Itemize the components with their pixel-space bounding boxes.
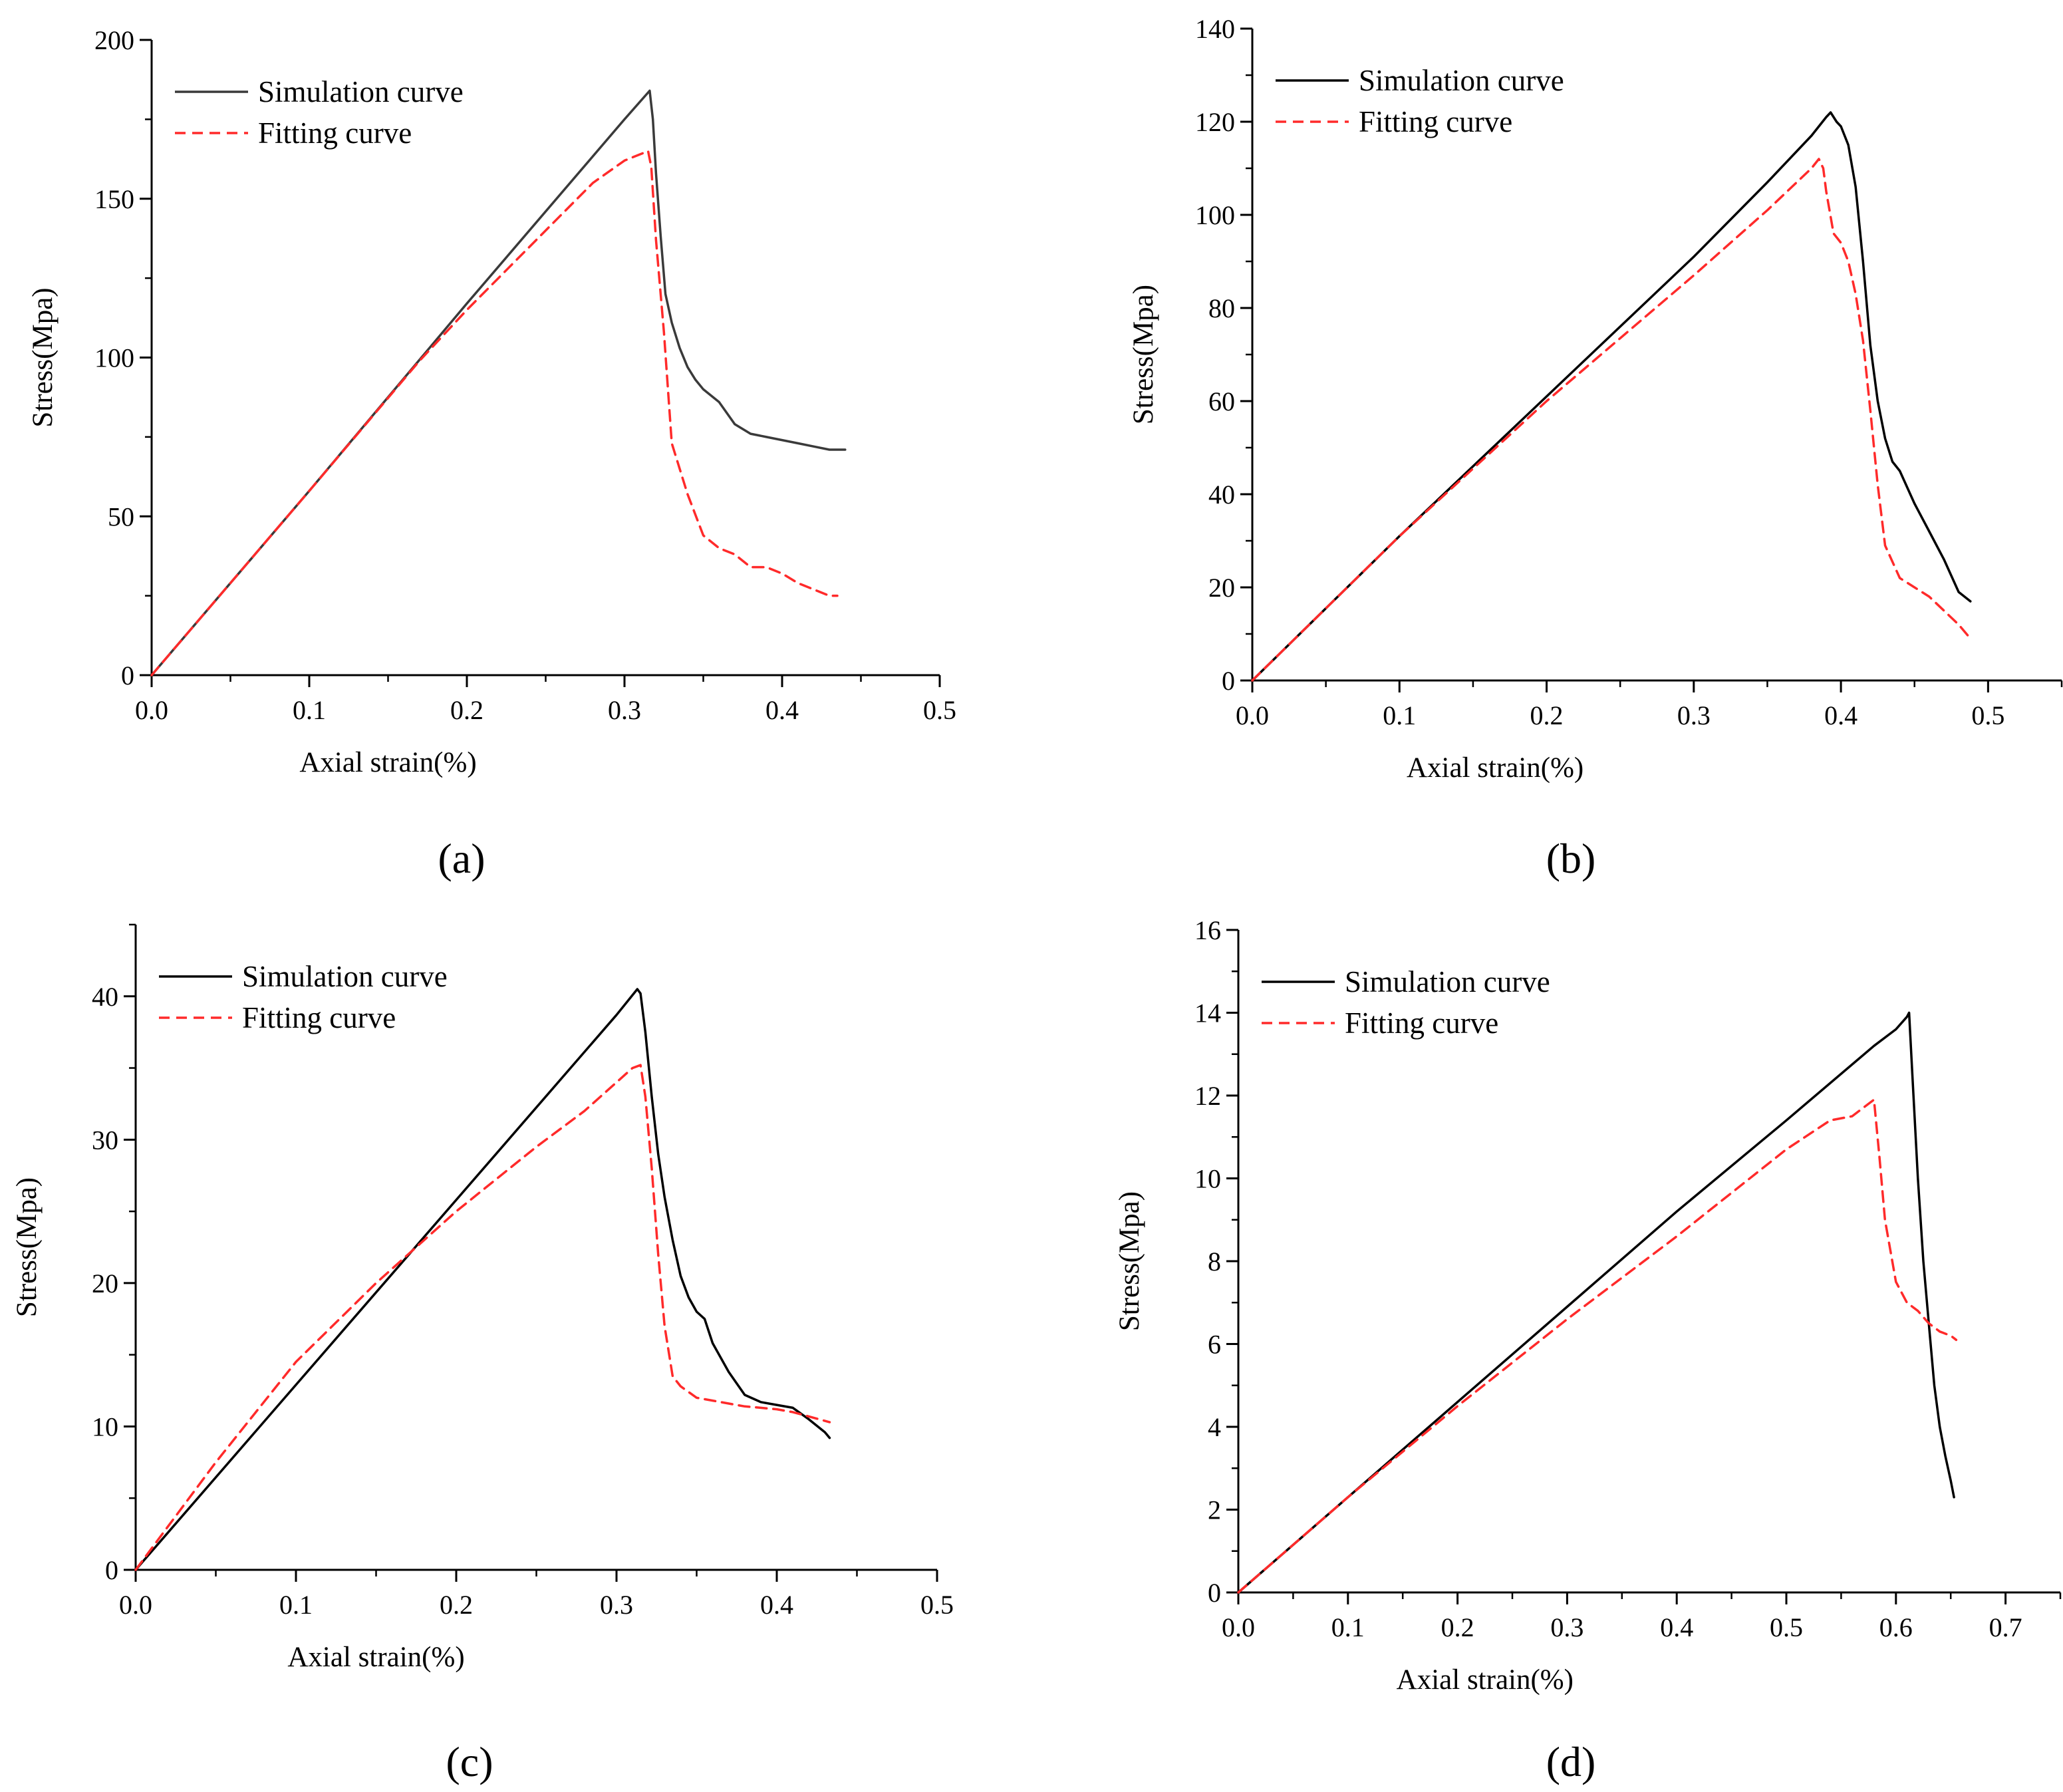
chart-d-y-tick-label: 12 [1194, 1081, 1221, 1111]
chart-c-series-fitting-line [134, 1064, 831, 1571]
chart-d-series-simulation-line [1237, 1011, 1955, 1594]
chart-b-y-tick-label: 60 [1208, 386, 1235, 416]
chart-a-x-tick-label: 0.1 [293, 695, 326, 725]
chart-b-x-tick-label: 0.5 [1971, 700, 2004, 730]
chart-b-y-tick-label: 120 [1195, 107, 1235, 137]
chart-a-y-axis-title: Stress(Mpa) [27, 287, 59, 427]
chart-b-panel-label: (b) [1546, 835, 1596, 882]
chart-a-panel-label: (a) [438, 835, 485, 882]
chart-b-x-tick-label: 0.2 [1530, 700, 1564, 730]
chart-b-y-tick-label: 0 [1222, 666, 1235, 696]
chart-c-x-tick-label: 0.2 [440, 1590, 473, 1620]
chart-d-y-tick-label: 6 [1208, 1330, 1221, 1360]
chart-a-x-tick-label: 0.0 [135, 695, 168, 725]
chart-d-x-tick-label: 0.4 [1660, 1612, 1693, 1642]
chart-c-series-simulation-line [134, 988, 831, 1571]
chart-a-x-tick-label: 0.3 [608, 695, 641, 725]
chart-c-x-tick-label: 0.3 [600, 1590, 633, 1620]
chart-c-x-axis-title: Axial strain(%) [287, 1642, 464, 1673]
chart-c-y-tick-label: 20 [92, 1269, 118, 1298]
chart-a-y-tick-label: 0 [121, 661, 134, 690]
chart-b-y-tick-label: 40 [1208, 480, 1235, 510]
chart-d: 0.0 0.1 0.2 0.3 0.4 0.5 0.6 0.7 0 2 4 6 8 10 12 14 16 Axi… [1114, 915, 2062, 1785]
chart-a-series-simulation-line [150, 89, 847, 676]
chart-b-x-tick-label: 0.4 [1824, 700, 1857, 730]
chart-d-y-tick-label: 0 [1208, 1578, 1221, 1608]
chart-d-series-fitting-line [1237, 1098, 1958, 1594]
chart-a-x-axis-title: Axial strain(%) [299, 747, 476, 778]
chart-c-y-tick-label: 0 [105, 1555, 118, 1585]
chart-d-x-tick-label: 0.6 [1879, 1612, 1913, 1642]
chart-a-x-tick-label: 0.2 [450, 695, 483, 725]
chart-b-y-tick-label: 20 [1208, 573, 1235, 603]
chart-b-x-tick-label: 0.1 [1383, 700, 1416, 730]
chart-d-y-tick-label: 8 [1208, 1247, 1221, 1276]
chart-b-y-tick-label: 100 [1195, 200, 1235, 230]
chart-b-series-simulation-line [1251, 111, 1972, 682]
chart-b-y-axis-title: Stress(Mpa) [1128, 285, 1159, 424]
chart-b-y-tick-label: 80 [1208, 293, 1235, 323]
chart-b-x-axis-title: Axial strain(%) [1407, 752, 1583, 784]
chart-d-y-tick-label: 4 [1208, 1412, 1221, 1442]
chart-c-panel-label: (c) [446, 1738, 493, 1785]
chart-d-y-tick-label: 14 [1194, 998, 1221, 1028]
chart-b-legend-label: Simulation curve [1359, 64, 1564, 97]
chart-c-x-tick-label: 0.5 [920, 1590, 954, 1620]
chart-c-y-axis-title: Stress(Mpa) [11, 1177, 43, 1317]
chart-d-x-tick-label: 0.2 [1441, 1612, 1474, 1642]
chart-a-series-fitting-line [150, 150, 839, 676]
chart-d-x-tick-label: 0.3 [1550, 1612, 1583, 1642]
chart-d-x-tick-label: 0.1 [1331, 1612, 1365, 1642]
chart-c-x-tick-label: 0.0 [119, 1590, 152, 1620]
chart-a-y-tick-label: 50 [108, 502, 134, 531]
chart-c-y-tick-label: 10 [92, 1412, 118, 1441]
chart-a-legend-label: Simulation curve [258, 75, 464, 108]
chart-a-x-tick-label: 0.5 [923, 695, 956, 725]
chart-d-y-tick-label: 10 [1194, 1164, 1221, 1194]
chart-b-series-fitting-line [1251, 158, 1972, 682]
chart-d-x-axis-title: Axial strain(%) [1397, 1664, 1574, 1696]
chart-c: 0.0 0.1 0.2 0.3 0.4 0.5 0 10 20 30 40 Axial strain(… [11, 923, 954, 1785]
chart-b-x-tick-label: 0.3 [1677, 700, 1711, 730]
chart-d-x-tick-label: 0.0 [1222, 1612, 1255, 1642]
chart-a-y-tick-label: 200 [94, 25, 134, 55]
chart-b-legend-label: Fitting curve [1359, 105, 1512, 138]
chart-d-panel-label: (d) [1546, 1738, 1596, 1785]
chart-c-x-tick-label: 0.4 [760, 1590, 793, 1620]
chart-b-x-tick-label: 0.0 [1236, 700, 1269, 730]
chart-d-legend-label: Simulation curve [1345, 965, 1550, 998]
chart-d-x-tick-label: 0.7 [1989, 1612, 2022, 1642]
chart-a-legend-label: Fitting curve [258, 116, 412, 150]
chart-a-x-tick-label: 0.4 [765, 695, 799, 725]
chart-c-y-tick-label: 30 [92, 1125, 118, 1155]
chart-d-legend-label: Fitting curve [1345, 1006, 1498, 1040]
chart-c-y-tick-label: 40 [92, 982, 118, 1012]
chart-d-x-tick-label: 0.5 [1770, 1612, 1803, 1642]
chart-a-y-tick-label: 100 [94, 343, 134, 373]
chart-b: 0.0 0.1 0.2 0.3 0.4 0.5 0 20 40 60 80 100 120 140 Axia… [1128, 14, 2063, 882]
chart-a: 0.0 0.1 0.2 0.3 0.4 0.5 0 50 100 150 200 Axial stra… [27, 25, 956, 882]
chart-d-y-tick-label: 2 [1208, 1495, 1221, 1525]
chart-a-y-tick-label: 150 [94, 184, 134, 214]
chart-c-legend-label: Fitting curve [242, 1001, 396, 1034]
chart-d-y-axis-title: Stress(Mpa) [1114, 1191, 1145, 1331]
chart-c-x-tick-label: 0.1 [279, 1590, 313, 1620]
chart-c-legend-label: Simulation curve [242, 960, 448, 993]
chart-b-y-tick-label: 140 [1195, 14, 1235, 44]
chart-d-y-tick-label: 16 [1194, 915, 1221, 945]
